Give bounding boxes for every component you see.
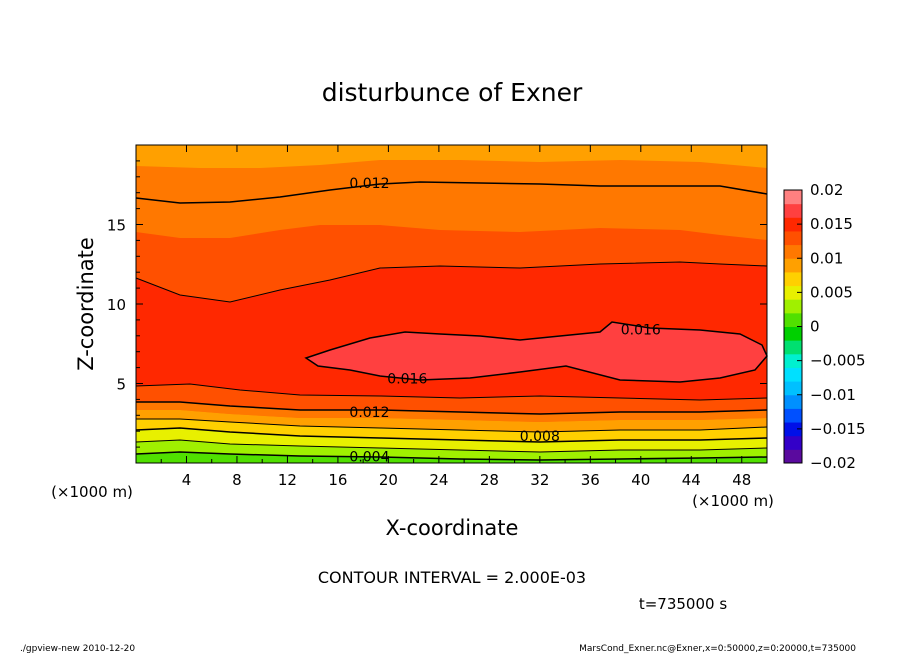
x-tick-label: 12 [278,471,297,489]
contour-label: 0.016 [621,322,661,338]
colorbar-tick-label: 0.015 [810,215,853,233]
contour-interval: CONTOUR INTERVAL = 2.000E-03 [318,568,586,587]
colorbar-swatch [784,285,802,300]
colorbar-swatch [784,217,802,232]
band-green-001 [136,452,767,463]
contour-line [135,261,768,303]
contour-line [135,427,768,443]
contour-label: 0.016 [387,372,427,388]
colorbar-swatch [784,230,802,246]
time-label: t=735000 s [639,595,727,613]
y-tick-label: 15 [107,217,126,235]
x-tick-label: 20 [379,471,398,489]
band-yellow-007 [136,419,767,442]
band-orange-009 [136,410,767,432]
x-tick-label: 28 [480,471,499,489]
colorbar-swatch [784,408,802,423]
colorbar-swatch [784,340,802,355]
x-tick-label: 36 [581,471,600,489]
x-axis-label: X-coordinate [386,516,519,540]
colorbar-swatch [784,244,802,259]
x-tick-label: 40 [631,471,650,489]
contour-line [136,418,768,433]
colorbar-tick-label: 0.02 [810,181,843,199]
colorbar-swatch [784,190,802,205]
band-lower-orange [136,384,767,414]
chart-title: disturbunce of Exner [322,78,583,107]
colorbar-swatch [784,422,802,437]
x-tick-label: 4 [182,471,192,489]
x-tick-label: 32 [530,471,549,489]
colorbar-swatch [784,203,802,218]
colorbar: 0.02 0.015 0.01 0.005 0 −0.005 −0.01 −0.015 −0.0… [783,181,866,472]
x-unit-right: (×1000 m) [692,492,774,510]
colorbar-tick-label: 0.01 [810,249,843,267]
band-top-light-orange [136,145,767,168]
band-upper-orange [136,145,767,240]
contour-label: 0.012 [349,405,389,421]
colorbar-tick-label: −0.005 [810,352,866,370]
colorbar-swatch [784,258,802,273]
y-tick-label: 10 [107,296,126,314]
contour-lines [135,181,768,461]
x-tick-label: 24 [429,471,448,489]
colorbar-swatch [784,299,802,314]
contour-labels: 0.012 0.016 0.016 0.012 0.008 0.004 [349,176,661,465]
colorbar-tick-label: 0 [810,318,820,336]
footer-left: ./gpview-new 2010-12-20 [20,644,135,654]
x-tick-label: 16 [328,471,347,489]
contour-line [135,383,768,401]
colorbar-swatch [784,326,802,341]
x-tick-label: 48 [732,471,751,489]
x-axis: 4 8 12 16 20 24 28 32 36 40 44 48 [160,145,751,489]
footer-right: MarsCond_Exner.nc@Exner,x=0:50000,z=0:20… [579,644,856,654]
band-pink-max [306,322,767,382]
x-tick-label: 44 [682,471,701,489]
colorbar-tick-label: −0.02 [810,454,856,472]
y-axis: 5 10 15 [107,160,767,448]
colorbar-tick-label: 0.005 [810,283,853,301]
colorbar-swatch [784,353,802,368]
colorbar-swatch [784,449,802,464]
plot-area: 0.012 0.016 0.016 0.012 0.008 0.004 [135,144,768,466]
contour-label: 0.008 [520,429,560,445]
x-unit-left: (×1000 m) [51,483,133,501]
contour-line [135,439,768,453]
colorbar-swatch [784,367,802,382]
y-tick-label: 5 [116,376,126,394]
contour-line [304,321,768,383]
contour-line [136,401,768,415]
contour-line [135,451,768,461]
colorbar-swatch [784,312,802,327]
contour-label: 0.012 [349,176,389,192]
colorbar-swatch [784,435,802,450]
colorbar-tick-label: −0.01 [810,386,856,404]
contour-label: 0.004 [349,450,389,466]
colorbar-swatch [784,381,802,396]
x-tick-label: 8 [232,471,242,489]
contour-line [135,181,768,204]
y-axis-label: Z-coordinate [74,237,98,371]
colorbar-swatch [784,394,802,409]
colorbar-tick-label: −0.015 [810,420,866,438]
colorbar-swatch [784,271,802,287]
